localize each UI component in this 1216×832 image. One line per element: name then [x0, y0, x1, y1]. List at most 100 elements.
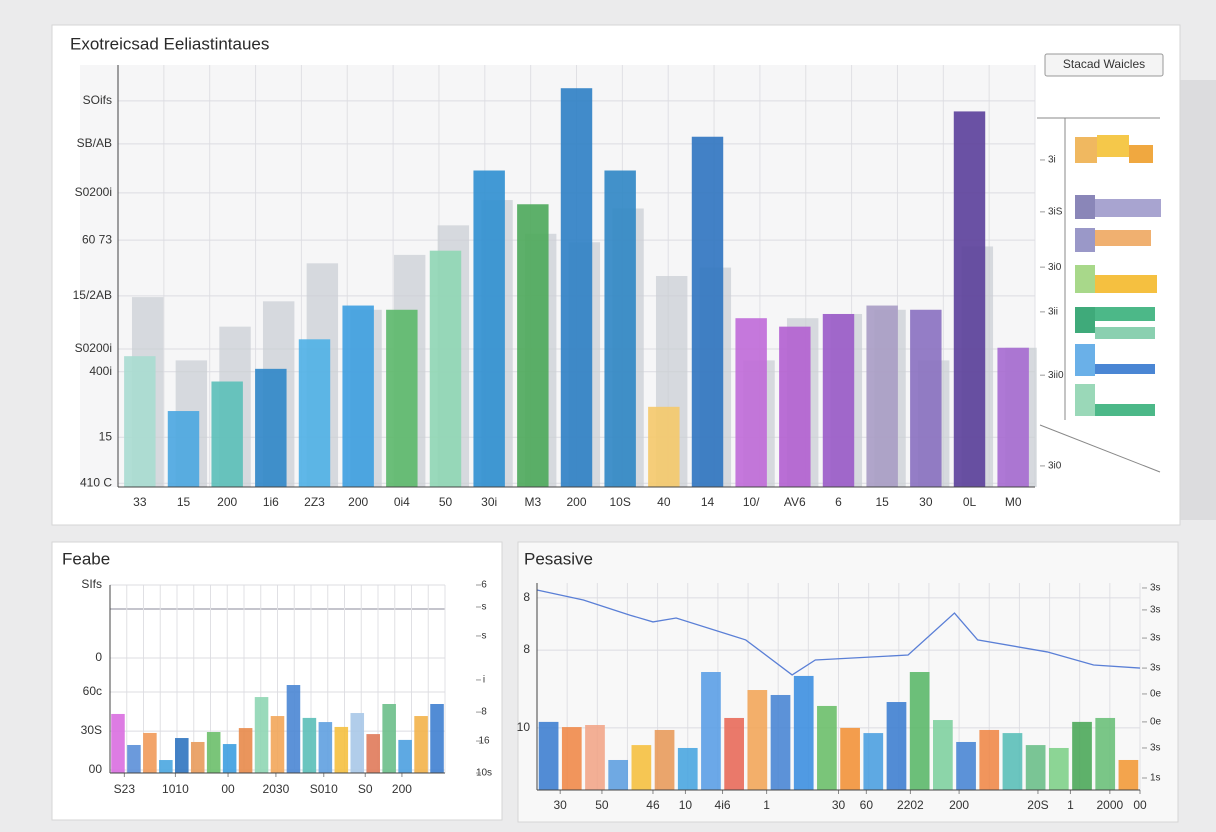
x-tick-label: 00: [1133, 798, 1147, 812]
bar: [654, 729, 675, 790]
y2-tick-label: 3s: [1150, 633, 1161, 644]
bar: [206, 732, 221, 773]
bar: [414, 716, 428, 773]
chart-title: Feabe: [62, 549, 110, 568]
swatch: [1075, 344, 1095, 376]
x-tick-label: AV6: [784, 495, 806, 509]
y-tick-label: S0200i: [75, 341, 112, 355]
bar: [254, 697, 269, 773]
x-tick-label: 15: [177, 495, 191, 509]
bar: [222, 744, 237, 773]
y-tick-label: 15/2AB: [73, 288, 112, 302]
y2-tick-label: 3s: [1150, 583, 1161, 594]
x-tick-label: 30: [919, 495, 933, 509]
x-tick-label: 30i: [481, 495, 497, 509]
x-tick-label: 200: [392, 782, 412, 796]
x-tick-label: 6: [835, 495, 842, 509]
bar: [429, 250, 462, 487]
x-tick-label: 10: [679, 798, 693, 812]
y-tick-label: 0: [95, 650, 102, 664]
swatch: [1097, 135, 1129, 157]
x-tick-label: S0: [358, 782, 373, 796]
swatch: [1075, 265, 1095, 293]
bar: [430, 704, 444, 773]
swatch: [1075, 228, 1095, 252]
bar: [298, 339, 331, 487]
x-tick-label: 30: [832, 798, 846, 812]
bar: [933, 720, 953, 790]
y-tick-label: 60c: [83, 684, 102, 698]
x-tick-label: 10/: [743, 495, 760, 509]
x-tick-label: 30: [554, 798, 568, 812]
x-tick-label: 200: [348, 495, 368, 509]
swatch: [1095, 230, 1151, 246]
bar: [350, 713, 365, 773]
legend-swatches: [1037, 117, 1161, 473]
bar: [735, 318, 767, 487]
swatch: [1075, 195, 1095, 219]
bar: [366, 734, 380, 773]
x-tick-label: 46: [646, 798, 660, 812]
bar: [124, 356, 156, 487]
x-tick-label: 1: [763, 798, 770, 812]
bar: [538, 721, 559, 790]
bar: [997, 347, 1029, 487]
bar: [863, 733, 884, 790]
y2-tick-label: 10s: [476, 768, 492, 779]
x-tick-label: 2Z3: [304, 495, 325, 509]
bar: [190, 741, 205, 773]
x-tick-label: 33: [133, 495, 147, 509]
x-tick-label: 14: [701, 495, 715, 509]
bar: [382, 704, 396, 773]
bar: [270, 716, 285, 773]
y-tick-label: 00: [89, 762, 103, 776]
bar: [979, 729, 1000, 790]
x-tick-label: 50: [595, 798, 609, 812]
bar: [886, 702, 907, 790]
y-tick-label: 8: [523, 590, 530, 604]
bar: [517, 204, 549, 487]
bar: [724, 717, 744, 790]
x-tick-label: 00: [221, 782, 235, 796]
x-tick-label: 50: [439, 495, 453, 509]
bar: [238, 728, 253, 773]
legend-rule: [1039, 424, 1161, 473]
y2-tick-label: 3s: [1150, 663, 1161, 674]
y2-tick-label: 16: [478, 736, 490, 747]
y2-tick-label: 3ii0: [1048, 370, 1064, 381]
bar: [255, 368, 287, 487]
x-tick-label: 1010: [162, 782, 189, 796]
bar: [286, 685, 301, 773]
y2-tick-label: 8: [481, 707, 487, 718]
bar: [779, 326, 811, 487]
bar: [608, 759, 629, 790]
x-tick-label: 1i6: [263, 495, 279, 509]
y2-tick-label: 0e: [1150, 689, 1162, 700]
bar: [211, 381, 243, 487]
bar: [866, 305, 898, 487]
x-tick-label: S010: [310, 782, 338, 796]
y2-tick-label: 1s: [1150, 773, 1161, 784]
legend-button[interactable]: [1044, 53, 1164, 77]
bar: [648, 406, 680, 487]
y2-tick-label: s: [482, 631, 487, 642]
y2-tick-label: 3iS: [1048, 206, 1063, 217]
x-tick-label: 200: [566, 495, 586, 509]
legend-button-label[interactable]: Stacad Waicles: [1063, 57, 1145, 71]
swatch: [1095, 404, 1155, 416]
bar: [561, 727, 582, 790]
bar: [1118, 759, 1139, 790]
bar: [909, 672, 930, 790]
x-tick-label: M0: [1005, 495, 1022, 509]
bar: [127, 744, 141, 773]
bar: [302, 717, 317, 773]
swatch: [1095, 199, 1161, 217]
line-series: [536, 589, 1141, 676]
y2-tick-label: 6: [481, 580, 487, 591]
y-tick-label: SOifs: [83, 93, 112, 107]
x-tick-label: 0i4: [394, 495, 410, 509]
bar: [342, 305, 374, 487]
x-tick-label: 20S: [1027, 798, 1048, 812]
y-tick-label: 410 C: [80, 475, 112, 489]
